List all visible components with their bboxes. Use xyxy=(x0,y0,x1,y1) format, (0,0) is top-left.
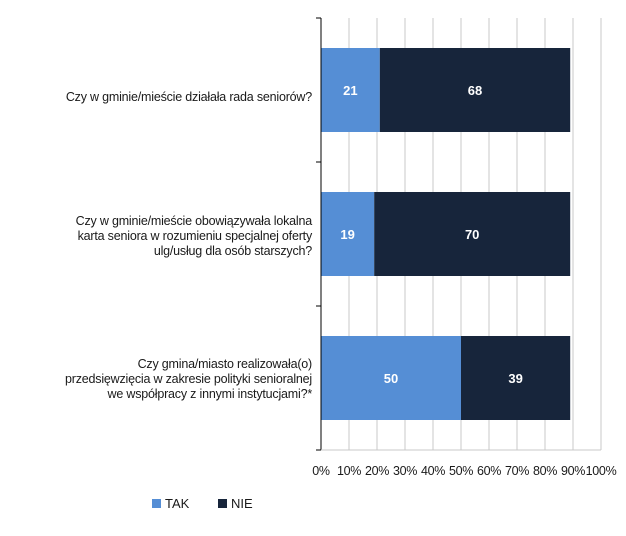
bar-nie xyxy=(379,48,571,132)
x-tick-label: 100% xyxy=(586,464,617,478)
x-tick-label: 30% xyxy=(393,464,417,478)
data-label: 19 xyxy=(340,227,354,242)
data-label: 50 xyxy=(384,371,398,386)
category-label-2: Czy w gminie/mieście obowiązywała lokaln… xyxy=(75,214,313,258)
x-tick-label: 70% xyxy=(505,464,529,478)
x-tick-label: 50% xyxy=(449,464,473,478)
legend-label-nie: NIE xyxy=(231,496,253,511)
bar-tak xyxy=(321,48,380,132)
legend-swatch-nie xyxy=(218,499,227,508)
x-tick-label: 90% xyxy=(561,464,585,478)
bar-tak xyxy=(321,336,461,420)
bar-tak xyxy=(321,192,375,276)
legend-item-tak: TAK xyxy=(152,496,189,511)
legend-item-nie: NIE xyxy=(218,496,253,511)
bars: 21 68 19 70 50 39 xyxy=(321,48,571,420)
x-tick-label: 20% xyxy=(365,464,389,478)
data-label: 70 xyxy=(465,227,479,242)
data-label: 21 xyxy=(343,83,357,98)
legend-swatch-tak xyxy=(152,499,161,508)
bar-nie xyxy=(374,192,571,276)
x-tick-label: 40% xyxy=(421,464,445,478)
category-label-1: Czy w gminie/mieście działała rada senio… xyxy=(65,90,312,104)
category-label-3: Czy gmina/miasto realizowała(o) przedsię… xyxy=(65,357,312,401)
x-tick-label: 10% xyxy=(337,464,361,478)
data-label: 68 xyxy=(468,83,482,98)
axes xyxy=(316,17,601,451)
x-tick-label: 0% xyxy=(312,464,330,478)
legend-label-tak: TAK xyxy=(165,496,190,511)
x-tick-label: 60% xyxy=(477,464,501,478)
x-tick-labels: 0% 10% 20% 30% 40% 50% 60% 70% 80% 90% 100% xyxy=(312,464,617,478)
bar-nie xyxy=(461,336,571,420)
data-label: 39 xyxy=(508,371,522,386)
x-tick-label: 80% xyxy=(533,464,557,478)
